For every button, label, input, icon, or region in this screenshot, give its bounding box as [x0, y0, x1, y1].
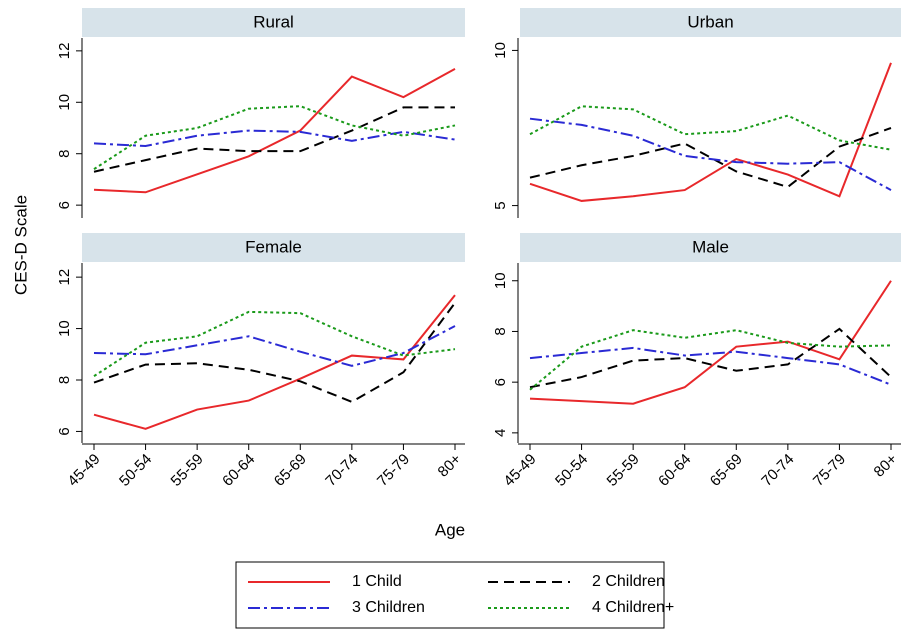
- x-tick-label: 80+: [871, 450, 901, 480]
- legend-label: 4 Children+: [592, 599, 674, 616]
- series-line: [529, 346, 892, 386]
- series-line: [529, 105, 892, 151]
- series-line: [529, 127, 892, 189]
- x-tick-label: 70-74: [758, 451, 797, 490]
- y-tick-label: 10: [56, 94, 73, 111]
- x-tick-label: 75-79: [810, 451, 849, 490]
- series-line: [529, 117, 892, 191]
- panel-header: [520, 8, 901, 37]
- y-tick-label: 6: [492, 378, 509, 386]
- y-tick-label: 12: [56, 269, 73, 286]
- y-tick-label: 8: [492, 327, 509, 335]
- panel-header: [82, 233, 465, 262]
- series-line: [93, 67, 456, 194]
- x-tick-label: 50-54: [116, 451, 155, 490]
- y-tick-label: 8: [56, 376, 73, 384]
- panel-header: [82, 8, 465, 37]
- legend-box: [235, 561, 665, 629]
- x-tick-label: 60-64: [219, 451, 258, 490]
- y-tick-label: 6: [56, 201, 73, 209]
- x-tick-label: 65-69: [271, 451, 310, 490]
- panel-title: Female: [245, 237, 302, 256]
- series-line: [93, 310, 456, 377]
- series-line: [93, 294, 456, 430]
- y-tick-label: 5: [492, 201, 509, 209]
- series-line: [529, 62, 892, 202]
- series-line: [93, 302, 456, 403]
- series-line: [529, 329, 892, 391]
- panel-title: Rural: [253, 12, 294, 31]
- x-tick-label: 45-49: [64, 451, 103, 490]
- y-tick-label: 12: [56, 43, 73, 60]
- x-tick-label: 50-54: [552, 451, 591, 490]
- x-axis-label: Age: [435, 520, 465, 539]
- x-tick-label: 80+: [435, 450, 465, 480]
- y-axis-label: CES-D Scale: [11, 195, 30, 295]
- legend-label: 1 Child: [352, 573, 402, 590]
- legend-label: 2 Children: [592, 573, 665, 590]
- x-tick-label: 45-49: [500, 451, 539, 490]
- y-tick-label: 8: [56, 150, 73, 158]
- series-line: [93, 106, 455, 173]
- series-line: [93, 325, 456, 367]
- x-tick-label: 70-74: [322, 451, 361, 490]
- y-tick-label: 10: [492, 42, 509, 59]
- y-tick-label: 6: [56, 427, 73, 435]
- y-tick-label: 4: [492, 429, 509, 437]
- y-tick-label: 10: [56, 320, 73, 337]
- legend-label: 3 Children: [352, 599, 425, 616]
- x-tick-label: 55-59: [168, 451, 207, 490]
- series-line: [529, 280, 892, 405]
- panel-title: Urban: [687, 12, 733, 31]
- x-tick-label: 75-79: [374, 451, 413, 490]
- x-tick-label: 65-69: [707, 451, 746, 490]
- panel-header: [520, 233, 901, 262]
- y-tick-label: 10: [492, 272, 509, 289]
- panel-title: Male: [692, 237, 729, 256]
- series-line: [529, 327, 892, 389]
- x-tick-label: 60-64: [655, 451, 694, 490]
- x-tick-label: 55-59: [604, 451, 643, 490]
- series-line: [93, 105, 456, 170]
